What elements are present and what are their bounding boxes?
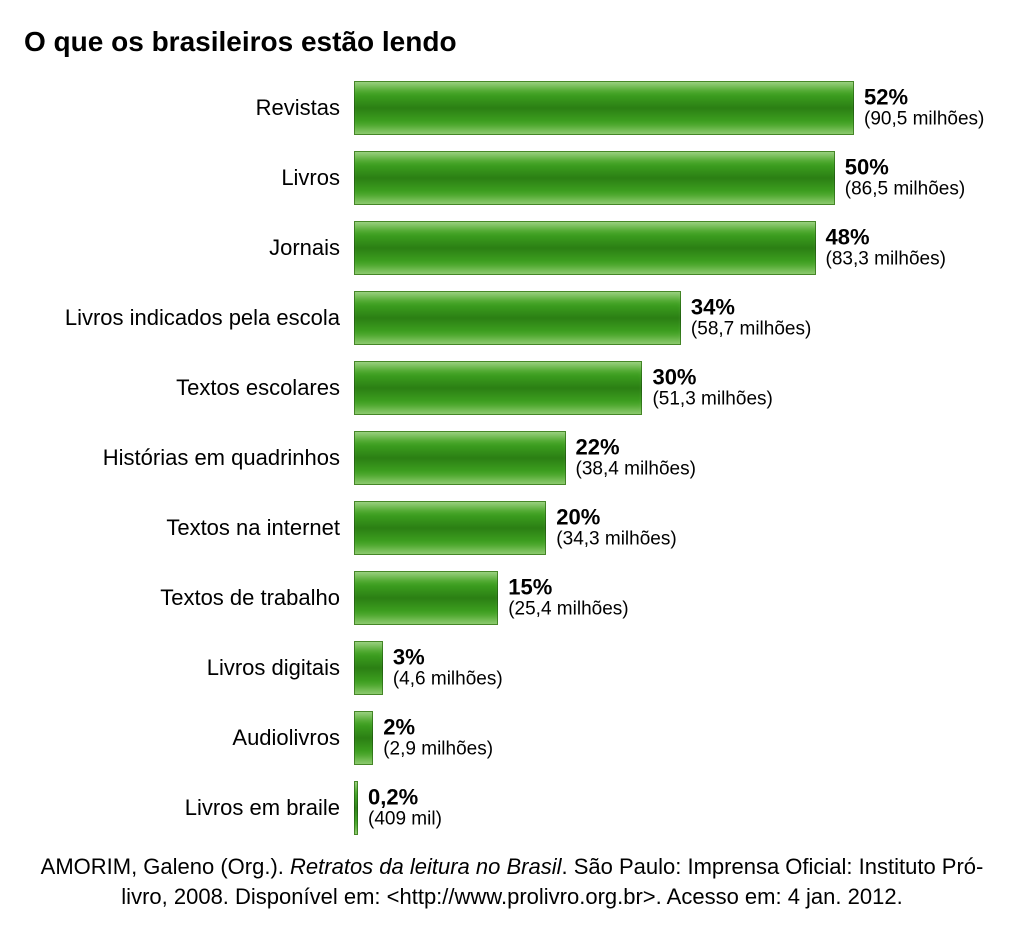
absolute-value: (51,3 milhões): [652, 390, 772, 411]
bar: [354, 571, 498, 625]
value-label: 50%(86,5 milhões): [845, 155, 965, 200]
category-label: Jornais: [24, 235, 354, 261]
value-label: 30%(51,3 milhões): [652, 365, 772, 410]
chart-row: Jornais48%(83,3 milhões): [24, 216, 1000, 280]
bar-chart: Revistas52%(90,5 milhões)Livros50%(86,5 …: [24, 76, 1000, 840]
category-label: Livros em braile: [24, 795, 354, 821]
bar: [354, 781, 358, 835]
absolute-value: (409 mil): [368, 810, 442, 831]
percent-value: 30%: [652, 365, 772, 389]
percent-value: 15%: [508, 575, 628, 599]
absolute-value: (4,6 milhões): [393, 670, 503, 691]
percent-value: 2%: [383, 715, 493, 739]
category-label: Textos de trabalho: [24, 585, 354, 611]
bar-track: 50%(86,5 milhões): [354, 151, 854, 205]
category-label: Livros indicados pela escola: [24, 305, 354, 331]
bar-track: 48%(83,3 milhões): [354, 221, 854, 275]
percent-value: 3%: [393, 645, 503, 669]
absolute-value: (83,3 milhões): [826, 250, 946, 271]
chart-row: Textos na internet 20%(34,3 milhões): [24, 496, 1000, 560]
bar-track: 3%(4,6 milhões): [354, 641, 854, 695]
bar-track: 22%(38,4 milhões): [354, 431, 854, 485]
absolute-value: (25,4 milhões): [508, 600, 628, 621]
value-label: 3%(4,6 milhões): [393, 645, 503, 690]
percent-value: 48%: [826, 225, 946, 249]
value-label: 52%(90,5 milhões): [864, 85, 984, 130]
bar: [354, 81, 854, 135]
percent-value: 0,2%: [368, 785, 442, 809]
chart-row: Textos escolares 30%(51,3 milhões): [24, 356, 1000, 420]
category-label: Audiolivros: [24, 725, 354, 751]
category-label: Histórias em quadrinhos: [24, 445, 354, 471]
value-label: 0,2%(409 mil): [368, 785, 442, 830]
chart-row: Livros digitais 3%(4,6 milhões): [24, 636, 1000, 700]
bar: [354, 291, 681, 345]
absolute-value: (2,9 milhões): [383, 740, 493, 761]
chart-title: O que os brasileiros estão lendo: [24, 26, 1000, 58]
percent-value: 20%: [556, 505, 676, 529]
chart-row: Livros em braile 0,2%(409 mil): [24, 776, 1000, 840]
bar-track: 34%(58,7 milhões): [354, 291, 854, 345]
citation-part-1: AMORIM, Galeno (Org.).: [41, 854, 290, 879]
category-label: Textos escolares: [24, 375, 354, 401]
bar: [354, 431, 566, 485]
citation-italic: Retratos da leitura no Brasil: [290, 854, 561, 879]
absolute-value: (86,5 milhões): [845, 180, 965, 201]
bar-track: 20%(34,3 milhões): [354, 501, 854, 555]
value-label: 48%(83,3 milhões): [826, 225, 946, 270]
value-label: 15%(25,4 milhões): [508, 575, 628, 620]
chart-row: Livros indicados pela escola 34%(58,7 mil…: [24, 286, 1000, 350]
category-label: Revistas: [24, 95, 354, 121]
bar-track: 0,2%(409 mil): [354, 781, 854, 835]
bar-track: 52%(90,5 milhões): [354, 81, 854, 135]
absolute-value: (38,4 milhões): [576, 460, 696, 481]
value-label: 20%(34,3 milhões): [556, 505, 676, 550]
chart-row: Audiolivros 2%(2,9 milhões): [24, 706, 1000, 770]
bar: [354, 641, 383, 695]
bar-track: 30%(51,3 milhões): [354, 361, 854, 415]
percent-value: 34%: [691, 295, 811, 319]
bar: [354, 501, 546, 555]
bar-track: 15%(25,4 milhões): [354, 571, 854, 625]
percent-value: 52%: [864, 85, 984, 109]
absolute-value: (58,7 milhões): [691, 320, 811, 341]
category-label: Livros: [24, 165, 354, 191]
value-label: 34%(58,7 milhões): [691, 295, 811, 340]
percent-value: 50%: [845, 155, 965, 179]
value-label: 22%(38,4 milhões): [576, 435, 696, 480]
category-label: Textos na internet: [24, 515, 354, 541]
chart-row: Textos de trabalho 15%(25,4 milhões): [24, 566, 1000, 630]
bar: [354, 151, 835, 205]
bar-track: 2%(2,9 milhões): [354, 711, 854, 765]
chart-row: Livros50%(86,5 milhões): [24, 146, 1000, 210]
absolute-value: (34,3 milhões): [556, 530, 676, 551]
source-citation: AMORIM, Galeno (Org.). Retratos da leitu…: [24, 852, 1000, 911]
bar: [354, 361, 642, 415]
bar: [354, 221, 816, 275]
chart-row: Revistas52%(90,5 milhões): [24, 76, 1000, 140]
absolute-value: (90,5 milhões): [864, 110, 984, 131]
chart-row: Histórias em quadrinhos 22%(38,4 milhões): [24, 426, 1000, 490]
value-label: 2%(2,9 milhões): [383, 715, 493, 760]
bar: [354, 711, 373, 765]
category-label: Livros digitais: [24, 655, 354, 681]
percent-value: 22%: [576, 435, 696, 459]
